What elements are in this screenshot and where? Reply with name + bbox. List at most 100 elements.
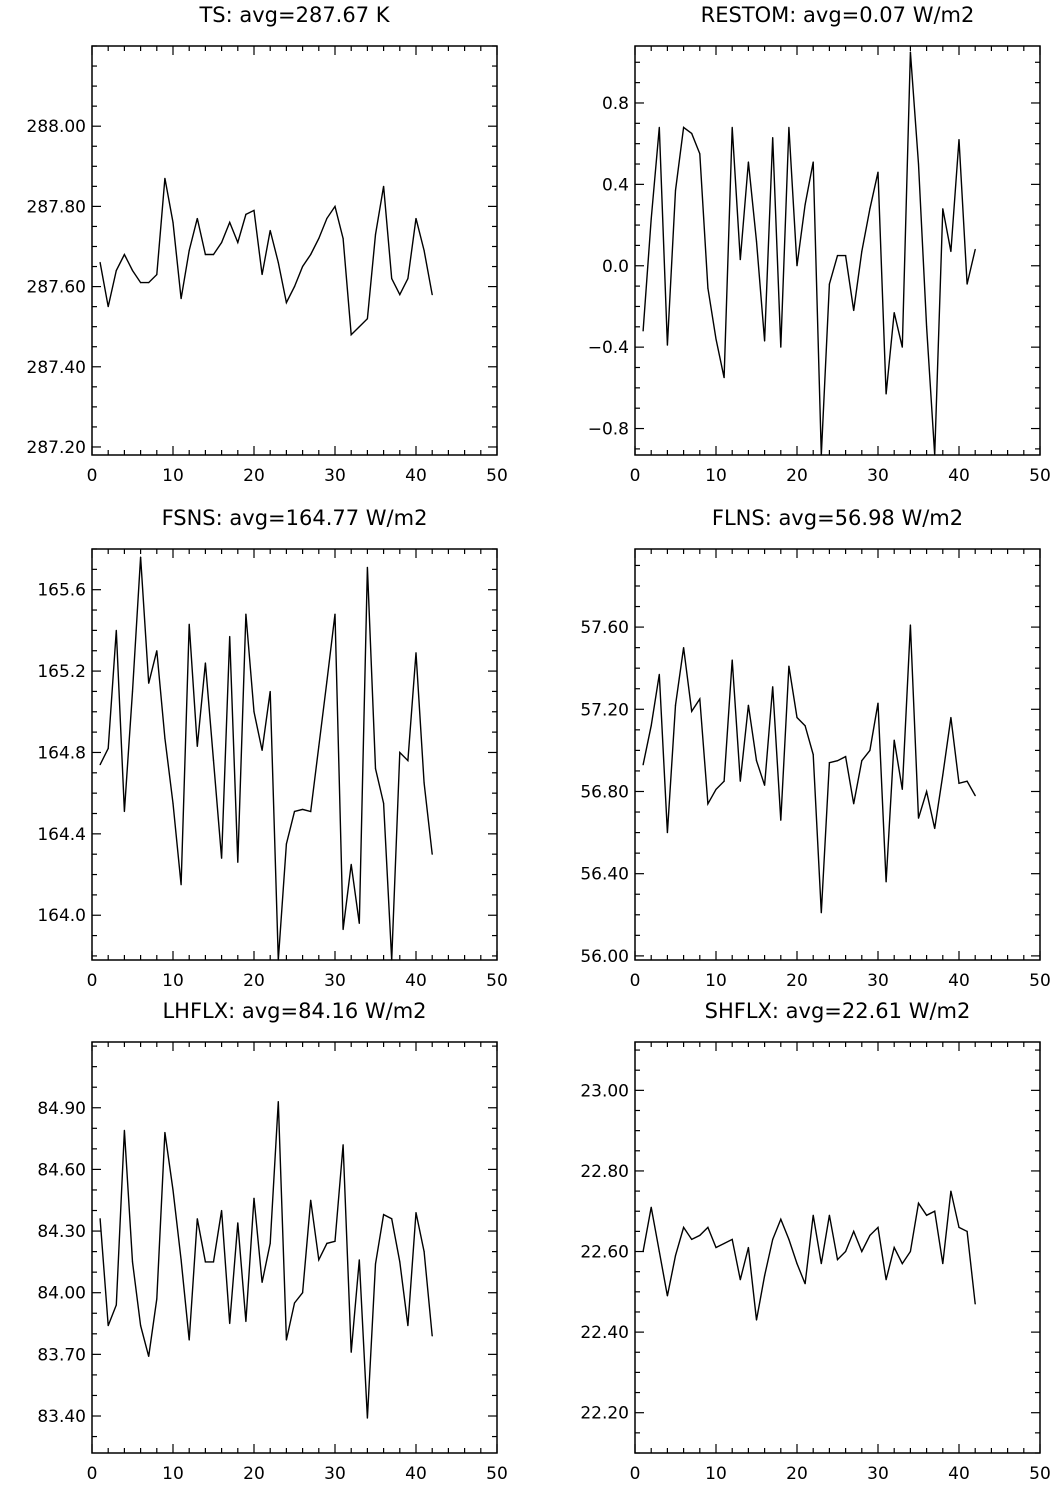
data-point xyxy=(399,751,401,754)
series-line xyxy=(99,178,433,337)
data-point xyxy=(820,1263,822,1265)
data-point xyxy=(350,863,352,865)
data-point xyxy=(974,1303,976,1305)
data-point xyxy=(237,241,239,244)
data-point xyxy=(131,690,134,693)
data-point xyxy=(212,760,215,762)
x-tick-label: 30 xyxy=(324,1464,346,1484)
data-point xyxy=(277,261,279,264)
y-tick-label: 22.40 xyxy=(580,1323,629,1343)
data-point xyxy=(334,1240,336,1242)
data-point xyxy=(326,217,328,220)
y-tick-label: 84.30 xyxy=(37,1222,86,1242)
x-tick-label: 30 xyxy=(867,971,889,991)
data-point xyxy=(310,253,312,256)
data-point xyxy=(415,217,417,220)
data-point xyxy=(366,566,368,568)
data-point xyxy=(755,1319,758,1321)
data-point xyxy=(140,281,142,284)
data-point xyxy=(415,1211,417,1214)
data-point xyxy=(374,1263,377,1265)
data-point xyxy=(221,857,223,859)
data-point xyxy=(423,249,425,252)
data-point xyxy=(229,1322,231,1325)
data-point xyxy=(261,749,263,752)
data-point xyxy=(958,1226,960,1228)
data-point xyxy=(131,1261,134,1263)
data-point xyxy=(650,218,652,220)
data-point xyxy=(780,346,782,348)
data-point xyxy=(974,795,976,797)
x-tick-label: 50 xyxy=(1029,1464,1051,1484)
data-point xyxy=(658,673,660,675)
data-point xyxy=(293,1302,296,1304)
plot-frame xyxy=(634,1041,1041,1454)
data-point xyxy=(845,1250,847,1253)
data-point xyxy=(431,294,433,296)
data-point xyxy=(723,780,725,782)
plot-frame xyxy=(91,45,498,456)
data-point xyxy=(893,739,895,741)
data-point xyxy=(302,265,304,268)
data-point xyxy=(229,221,231,224)
data-point xyxy=(877,702,879,704)
data-point xyxy=(277,1100,279,1103)
x-tick-label: 20 xyxy=(243,1464,265,1484)
data-point xyxy=(747,1246,750,1249)
data-point xyxy=(764,1275,766,1277)
x-tick-label: 20 xyxy=(786,466,808,486)
data-point xyxy=(917,817,920,819)
data-point xyxy=(893,311,895,314)
y-tick-label: 56.40 xyxy=(580,865,629,885)
x-tick-label: 0 xyxy=(87,971,98,991)
x-tick-label: 40 xyxy=(948,1464,970,1484)
data-point xyxy=(658,126,660,128)
data-point xyxy=(796,1263,798,1265)
data-point xyxy=(310,1199,312,1201)
data-point xyxy=(788,126,790,128)
y-tick-label: 23.00 xyxy=(580,1081,629,1101)
data-point xyxy=(172,802,174,804)
data-point xyxy=(707,803,709,805)
data-point xyxy=(318,237,320,240)
data-point xyxy=(828,762,831,764)
data-point xyxy=(277,959,279,961)
data-point xyxy=(269,1242,271,1244)
data-point xyxy=(334,205,336,207)
data-point xyxy=(901,1263,903,1265)
data-point xyxy=(723,377,725,379)
data-point xyxy=(383,1214,385,1216)
data-point xyxy=(739,780,741,782)
data-point xyxy=(780,819,782,821)
data-point xyxy=(869,208,871,210)
data-point xyxy=(318,745,320,747)
data-point xyxy=(666,831,669,834)
data-point xyxy=(812,1214,814,1216)
data-point xyxy=(666,1295,669,1297)
data-point xyxy=(334,613,336,615)
data-point xyxy=(237,1222,239,1224)
data-point xyxy=(374,768,377,770)
data-point xyxy=(683,1226,685,1228)
x-tick-label: 50 xyxy=(486,466,508,486)
data-point xyxy=(115,269,117,272)
chart-title: FSNS: avg=164.77 W/m2 xyxy=(162,506,428,530)
y-tick-label: 165.6 xyxy=(37,581,86,601)
data-point xyxy=(342,1144,344,1146)
data-point xyxy=(366,318,368,320)
data-point xyxy=(107,747,109,749)
data-point xyxy=(739,1279,741,1281)
data-point xyxy=(245,213,247,216)
y-tick-label: 84.00 xyxy=(37,1284,86,1304)
data-point xyxy=(772,686,774,688)
data-point xyxy=(229,635,231,638)
data-point xyxy=(164,177,166,179)
data-point xyxy=(917,163,920,165)
data-point xyxy=(115,1304,117,1306)
y-tick-label: 22.60 xyxy=(580,1243,629,1263)
data-point xyxy=(966,780,968,782)
data-point xyxy=(302,1292,304,1294)
data-point xyxy=(123,1129,125,1131)
plot-frame xyxy=(91,1041,498,1454)
data-point xyxy=(310,810,312,813)
